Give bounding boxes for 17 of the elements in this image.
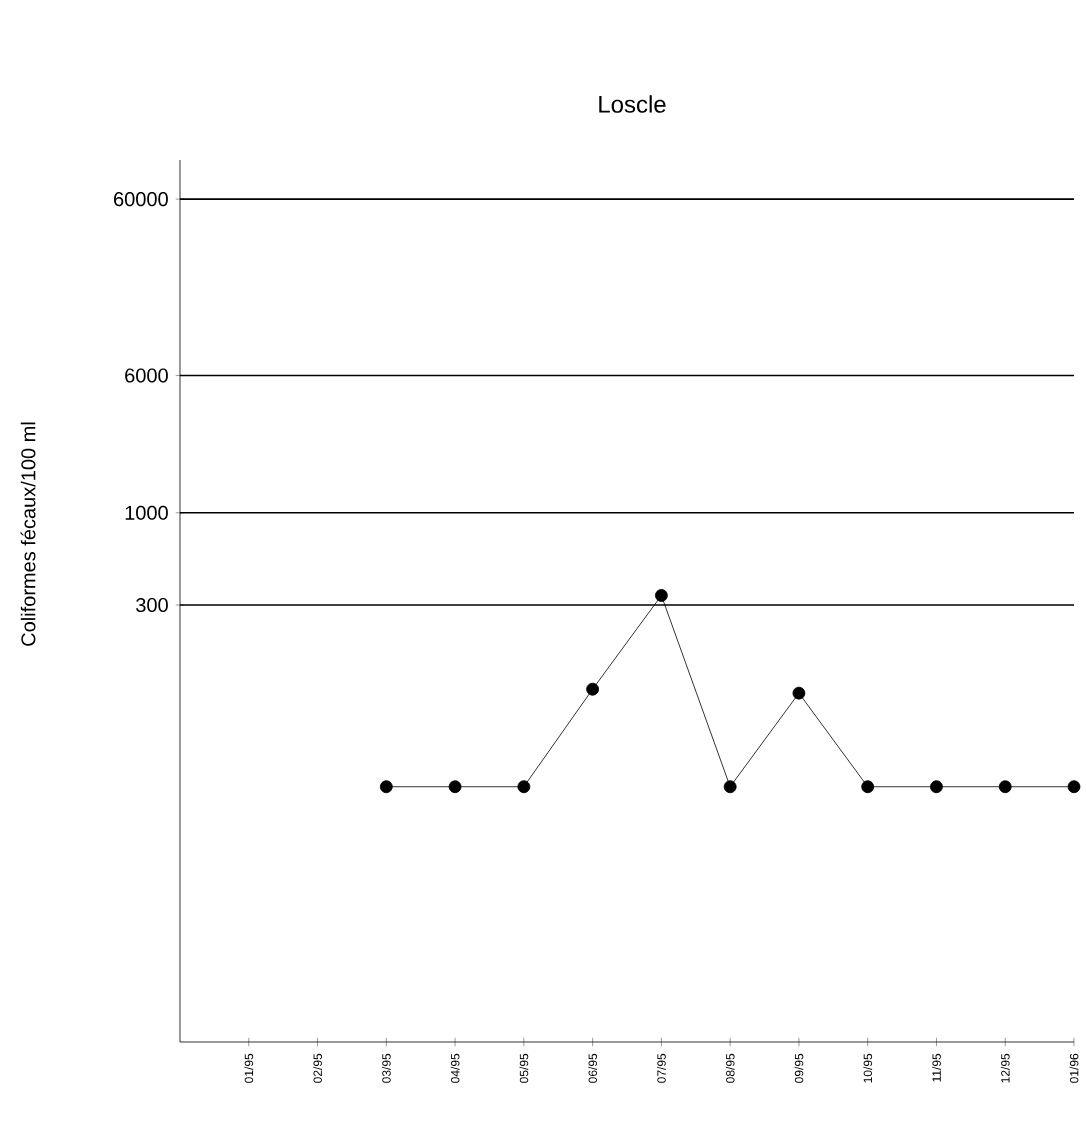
point — [999, 780, 1013, 794]
y-axis-title: Coliformes fécaux/100 ml — [20, 422, 36, 646]
point — [930, 780, 944, 794]
y-tick-label: 1000 — [126, 505, 169, 520]
point — [792, 686, 806, 700]
y-tick-label: 60000 — [114, 192, 169, 207]
point — [724, 780, 738, 794]
point — [1068, 780, 1081, 794]
point — [380, 780, 394, 794]
point — [655, 589, 669, 602]
point — [586, 682, 600, 696]
point — [517, 780, 531, 794]
y-tick-label: 6000 — [125, 368, 169, 383]
point — [861, 780, 875, 794]
chart-title: Loscle — [599, 95, 667, 113]
point — [449, 780, 462, 794]
y-tick-label: 300 — [136, 597, 169, 613]
